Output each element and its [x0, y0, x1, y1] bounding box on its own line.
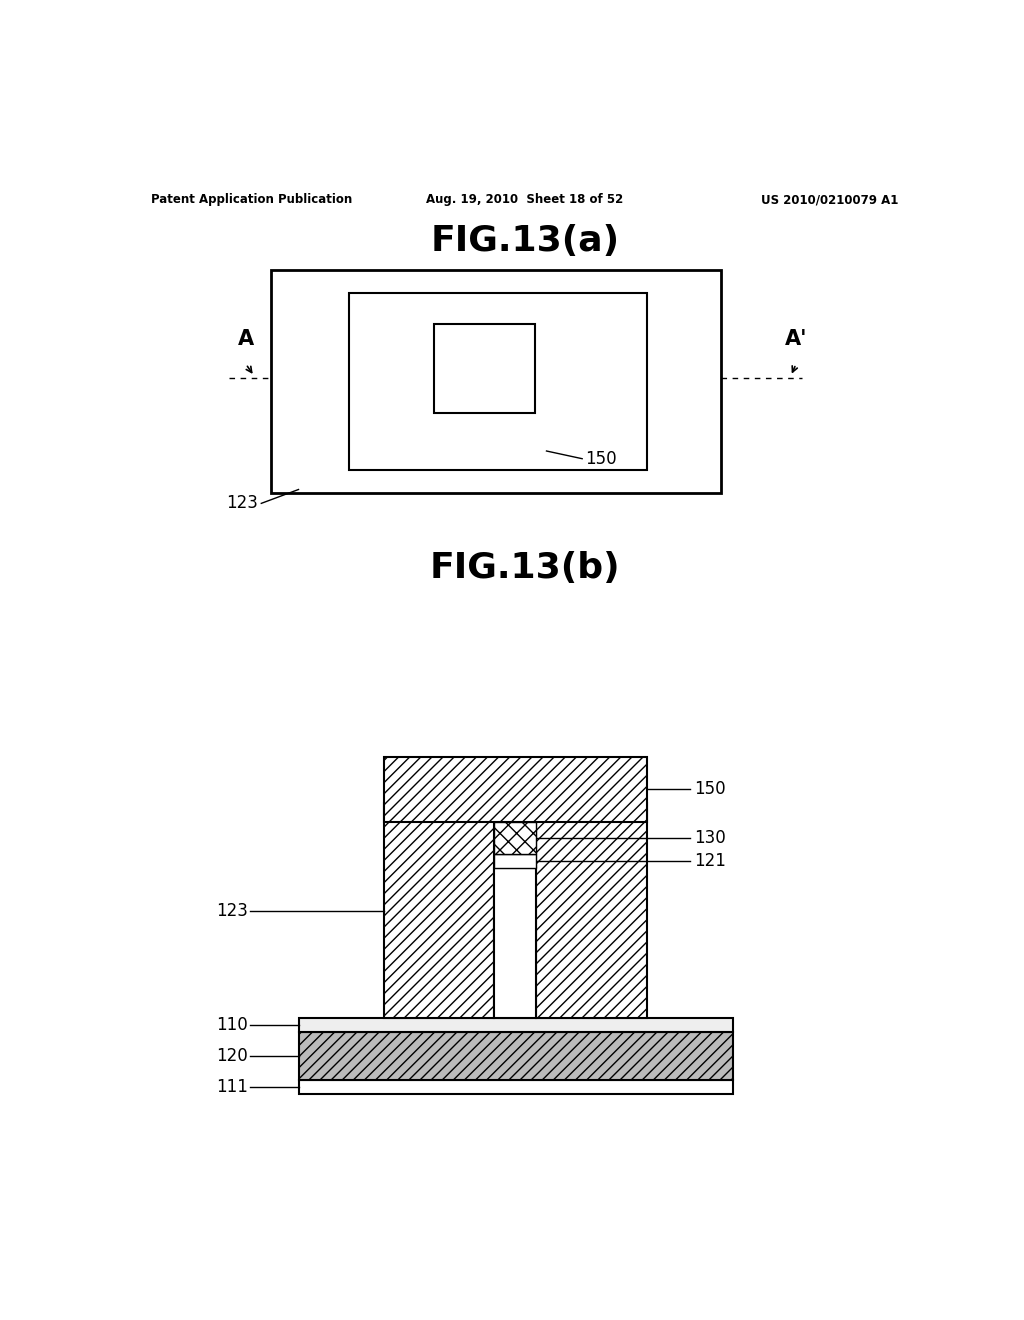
Bar: [384, 756, 647, 822]
Text: 123: 123: [216, 902, 248, 920]
Text: 130: 130: [693, 829, 725, 847]
Bar: [537, 803, 647, 1019]
Text: 111: 111: [216, 1078, 248, 1096]
Text: 120: 120: [216, 1047, 248, 1065]
Text: US 2010/0210079 A1: US 2010/0210079 A1: [761, 193, 898, 206]
Text: 150: 150: [586, 450, 616, 467]
Bar: [349, 293, 647, 470]
Bar: [494, 822, 537, 854]
Bar: [384, 803, 494, 1019]
Text: FIG.13(b): FIG.13(b): [429, 552, 621, 585]
Text: A: A: [238, 330, 254, 350]
Text: 123: 123: [226, 495, 258, 512]
Text: 110: 110: [216, 1016, 248, 1035]
Text: A': A': [784, 330, 807, 350]
Text: FIG.13(a): FIG.13(a): [430, 224, 620, 257]
Text: Aug. 19, 2010  Sheet 18 of 52: Aug. 19, 2010 Sheet 18 of 52: [426, 193, 624, 206]
Text: 121: 121: [693, 853, 726, 870]
Text: Patent Application Publication: Patent Application Publication: [152, 193, 352, 206]
Bar: [299, 1032, 732, 1080]
Bar: [299, 1080, 732, 1094]
Bar: [299, 1019, 732, 1032]
Bar: [271, 271, 721, 494]
Bar: [434, 323, 535, 412]
Bar: [494, 869, 537, 1019]
Text: 150: 150: [693, 780, 725, 799]
Bar: [494, 854, 537, 869]
